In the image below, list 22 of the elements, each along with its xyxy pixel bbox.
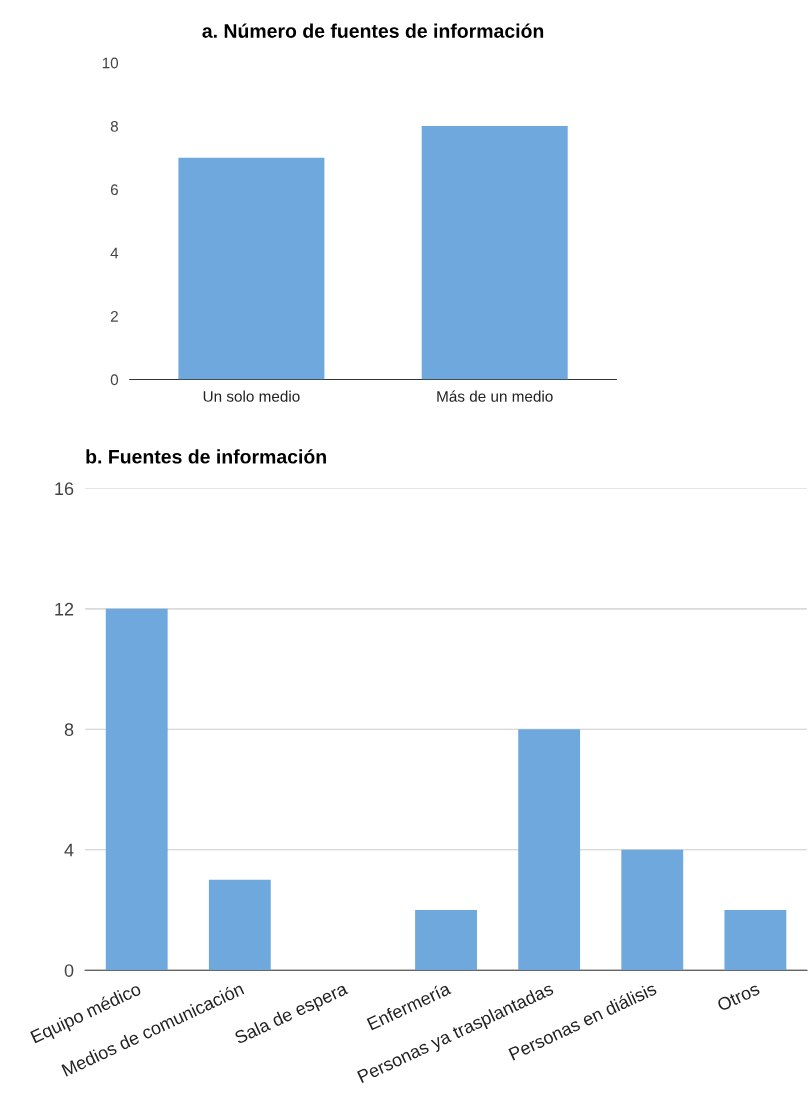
y-tick-label: 4 [110,247,119,259]
bar [415,909,477,971]
y-tick-label: 10 [102,57,119,69]
y-tick-label: 4 [64,843,74,857]
chart-title: a. Número de fuentes de información [202,23,544,38]
y-tick-label: 8 [110,120,118,132]
bar [724,909,787,971]
y-tick-label: 6 [110,184,118,196]
bar [518,729,581,971]
y-tick-label: 12 [55,602,74,616]
x-tick-label: Más de un medio [437,390,553,402]
y-tick-label: 2 [110,311,118,322]
bar [105,608,168,971]
chart-title: b. Fuentes de información [86,449,326,464]
y-tick-label: 0 [110,374,119,386]
x-tick-label: Un solo medio [203,390,300,402]
y-tick-label: 8 [64,723,74,737]
bar [621,849,684,971]
x-tick-label: Otros [716,982,761,1012]
y-tick-label: 16 [55,482,74,496]
y-tick-label: 0 [64,964,74,977]
bar [208,879,271,971]
